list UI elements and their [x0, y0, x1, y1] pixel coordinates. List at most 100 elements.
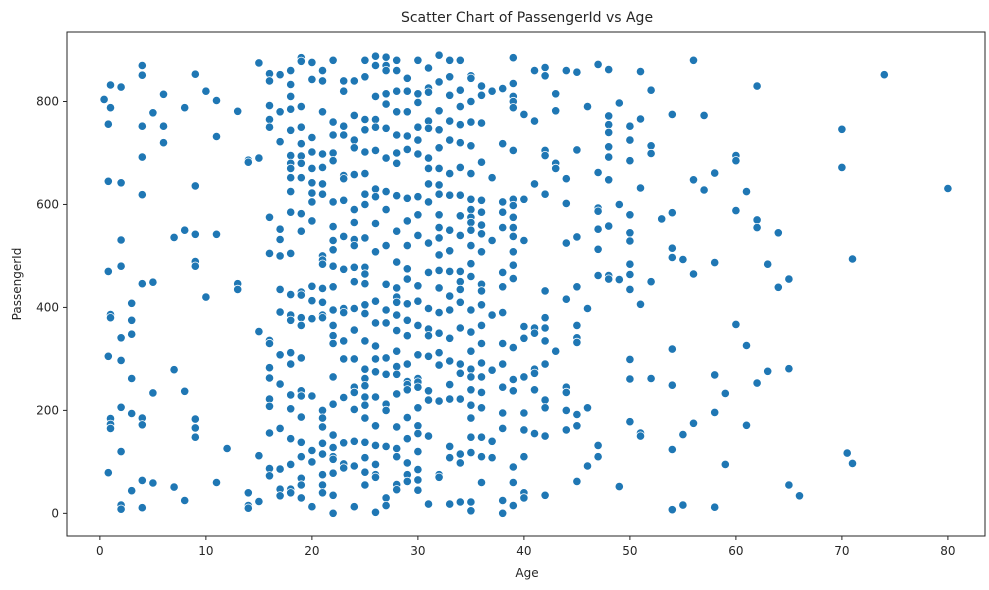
data-point: [445, 116, 455, 126]
data-point: [180, 495, 190, 506]
data-point: [667, 444, 677, 455]
data-point: [201, 292, 211, 302]
data-point: [381, 153, 391, 163]
data-point: [710, 257, 720, 268]
data-point: [116, 504, 126, 514]
data-point: [201, 86, 211, 96]
data-point: [339, 463, 349, 473]
data-point: [264, 363, 275, 373]
data-point: [423, 331, 434, 341]
data-point: [296, 412, 306, 422]
data-point: [392, 66, 402, 76]
data-point: [413, 475, 423, 485]
data-point: [158, 89, 169, 99]
data-point: [317, 259, 328, 269]
data-point: [519, 408, 529, 418]
data-point: [625, 236, 635, 246]
data-point: [710, 407, 720, 417]
data-point: [180, 386, 190, 396]
data-point: [466, 73, 476, 83]
data-point: [445, 55, 455, 65]
data-point: [264, 76, 275, 86]
data-point: [392, 361, 402, 372]
data-point: [402, 274, 412, 284]
data-point: [137, 152, 147, 162]
data-point: [498, 382, 508, 392]
data-point: [498, 423, 508, 433]
data-point: [116, 355, 126, 365]
data-point: [413, 421, 423, 431]
data-point: [296, 320, 306, 330]
data-point: [476, 432, 487, 442]
data-point: [582, 403, 593, 413]
data-point: [837, 124, 847, 134]
data-point: [498, 408, 508, 418]
data-point: [402, 331, 412, 341]
data-point: [487, 453, 497, 463]
data-point: [540, 189, 550, 199]
data-point: [296, 452, 306, 462]
data-point: [392, 443, 402, 454]
data-point: [339, 231, 349, 241]
data-point: [423, 351, 434, 361]
data-point: [275, 107, 285, 117]
data-point: [646, 141, 656, 151]
data-point: [148, 108, 158, 118]
data-point: [360, 437, 370, 447]
data-point: [572, 421, 582, 431]
data-point: [466, 497, 476, 507]
data-point: [264, 338, 275, 349]
data-point: [688, 175, 699, 185]
data-point: [423, 179, 434, 189]
data-point: [296, 480, 306, 490]
data-point: [328, 282, 338, 292]
data-point: [296, 158, 306, 168]
data-point: [286, 91, 296, 102]
data-point: [307, 216, 317, 226]
data-point: [445, 169, 455, 179]
data-point: [360, 413, 370, 423]
data-point: [423, 431, 434, 441]
data-point: [360, 467, 370, 477]
data-point: [625, 259, 635, 269]
data-point: [317, 189, 328, 199]
data-point: [339, 195, 349, 205]
data-point: [434, 472, 444, 482]
data-point: [105, 423, 116, 433]
data-point: [572, 232, 582, 242]
data-point: [402, 385, 412, 395]
data-point: [688, 55, 699, 65]
data-point: [211, 229, 222, 239]
data-point: [349, 436, 359, 446]
data-point: [190, 432, 200, 442]
data-point: [103, 176, 113, 186]
data-point: [264, 373, 275, 383]
data-point: [349, 354, 359, 364]
data-point: [317, 449, 328, 459]
data-point: [286, 348, 296, 358]
data-point: [455, 162, 465, 172]
data-point: [381, 493, 391, 503]
data-point: [360, 147, 370, 157]
data-point: [434, 233, 444, 243]
data-point: [137, 279, 147, 289]
data-point: [360, 300, 370, 310]
data-point: [148, 388, 158, 398]
data-point: [466, 432, 476, 442]
data-point: [127, 373, 137, 384]
data-point: [392, 158, 402, 168]
data-point: [540, 71, 550, 81]
data-point: [116, 235, 126, 245]
data-point: [286, 488, 296, 498]
data-point: [328, 222, 338, 232]
data-point: [413, 210, 423, 220]
data-point: [551, 346, 561, 356]
data-point: [169, 232, 179, 242]
data-point: [360, 72, 370, 82]
data-point: [286, 289, 296, 300]
data-point: [508, 223, 518, 233]
data-point: [784, 480, 794, 490]
data-point: [360, 381, 370, 391]
data-point: [731, 156, 741, 166]
data-point: [710, 168, 720, 178]
